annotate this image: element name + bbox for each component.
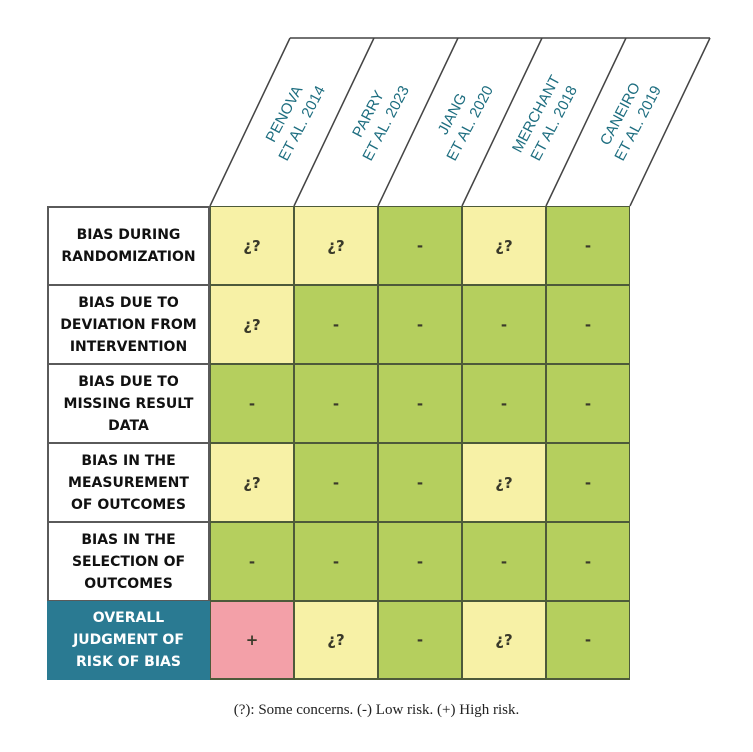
judgment-cell-low: -: [378, 206, 462, 285]
header-divider: [293, 37, 375, 207]
header-divider: [629, 37, 711, 207]
judgment-cell-some: ¿?: [462, 206, 546, 285]
judgment-cell-low: -: [294, 522, 378, 601]
judgment-cell-some: ¿?: [462, 443, 546, 522]
domain-label: BIAS IN THE SELECTION OF OUTCOMES: [47, 522, 210, 601]
judgment-cell-some: ¿?: [294, 206, 378, 285]
risk-of-bias-table: BIAS DURING RANDOMIZATION ¿? ¿? - ¿? - BIAS DU…: [47, 206, 632, 680]
domain-label: BIAS DUE TO MISSING RESULT DATA: [47, 364, 210, 443]
header-divider: [377, 37, 459, 207]
judgment-cell-some: ¿?: [210, 206, 294, 285]
judgment-cell-low: -: [546, 522, 630, 601]
judgment-cell-low: -: [462, 285, 546, 364]
judgment-cell-low: -: [546, 206, 630, 285]
domain-label: BIAS DUE TO DEVIATION FROM INTERVENTION: [47, 285, 210, 364]
domain-label: BIAS IN THE MEASUREMENT OF OUTCOMES: [47, 443, 210, 522]
legend-caption: (?): Some concerns. (-) Low risk. (+) Hi…: [233, 702, 520, 718]
judgment-cell-low: -: [294, 285, 378, 364]
judgment-cell-low: -: [378, 522, 462, 601]
judgment-cell-low: -: [546, 443, 630, 522]
domain-row: BIAS DURING RANDOMIZATION ¿? ¿? - ¿? -: [47, 206, 632, 285]
judgment-cell-low: -: [378, 364, 462, 443]
header-divider: [209, 37, 291, 207]
domain-label: BIAS DURING RANDOMIZATION: [47, 206, 210, 285]
domain-row: BIAS DUE TO DEVIATION FROM INTERVENTION ¿…: [47, 285, 632, 364]
header-divider: [545, 37, 627, 207]
judgment-cell-low: -: [462, 522, 546, 601]
judgment-cell-low: -: [210, 522, 294, 601]
domain-label: OVERALL JUDGMENT OF RISK OF BIAS: [47, 601, 210, 680]
judgment-cell-low: -: [378, 601, 462, 680]
domain-row: BIAS IN THE MEASUREMENT OF OUTCOMES ¿? - - ¿…: [47, 443, 632, 522]
judgment-cell-low: -: [546, 364, 630, 443]
judgment-cell-low: -: [210, 364, 294, 443]
judgment-cell-low: -: [546, 601, 630, 680]
judgment-cell-some: ¿?: [210, 443, 294, 522]
judgment-cell-low: -: [462, 364, 546, 443]
judgment-cell-low: -: [294, 443, 378, 522]
judgment-cell-some: ¿?: [462, 601, 546, 680]
domain-row: BIAS DUE TO MISSING RESULT DATA - - - - -: [47, 364, 632, 443]
judgment-cell-low: -: [546, 285, 630, 364]
judgment-cell-low: -: [378, 443, 462, 522]
judgment-cell-some: ¿?: [294, 601, 378, 680]
judgment-cell-high: +: [210, 601, 294, 680]
domain-row: BIAS IN THE SELECTION OF OUTCOMES - - - - -: [47, 522, 632, 601]
judgment-cell-some: ¿?: [210, 285, 294, 364]
judgment-cell-low: -: [378, 285, 462, 364]
header-divider: [461, 37, 543, 207]
overall-row: OVERALL JUDGMENT OF RISK OF BIAS + ¿? - ¿? -: [47, 601, 632, 680]
judgment-cell-low: -: [294, 364, 378, 443]
